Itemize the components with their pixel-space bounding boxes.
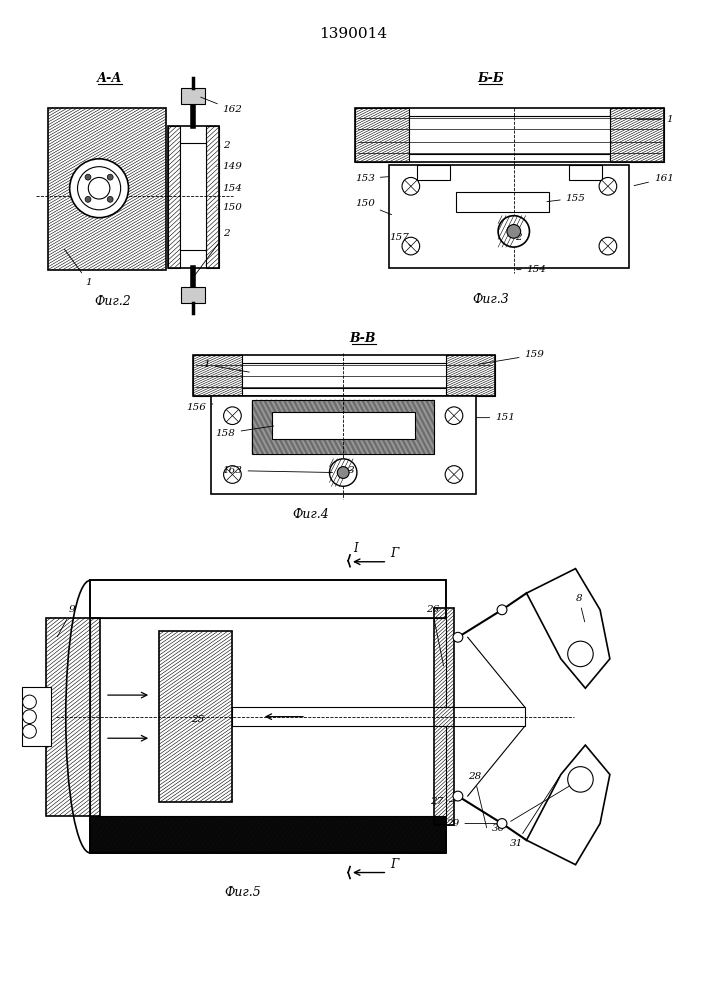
Text: 161: 161 [634,174,674,186]
Polygon shape [180,143,206,250]
Circle shape [223,407,241,425]
Text: 153: 153 [355,174,388,183]
Polygon shape [90,618,446,816]
Text: Фиг.3: Фиг.3 [472,293,508,306]
Circle shape [88,177,110,199]
Circle shape [70,159,129,218]
Polygon shape [409,116,610,154]
Text: 29: 29 [446,819,499,828]
Circle shape [498,216,530,247]
Circle shape [107,196,113,202]
Text: 2: 2 [195,229,229,275]
Circle shape [497,819,507,828]
Polygon shape [271,412,415,439]
Polygon shape [211,396,476,494]
Text: Фиг.2: Фиг.2 [95,295,132,308]
Circle shape [453,791,463,801]
Polygon shape [527,569,610,688]
Text: 159: 159 [479,350,544,364]
Polygon shape [456,192,549,212]
Text: 26: 26 [426,605,443,666]
Text: 30: 30 [492,781,578,833]
Circle shape [337,467,349,478]
Text: 154: 154 [217,184,243,193]
Circle shape [85,174,91,180]
Circle shape [445,466,463,483]
Text: 31: 31 [510,777,559,848]
Circle shape [23,710,36,724]
Text: 156: 156 [187,403,213,412]
Text: 155: 155 [547,194,585,203]
Text: 2: 2 [515,233,521,242]
Circle shape [107,174,113,180]
Text: 25: 25 [192,715,205,724]
Circle shape [568,641,593,667]
Circle shape [78,167,121,210]
Polygon shape [568,165,602,180]
Text: 2: 2 [218,141,229,150]
Text: Б-Б: Б-Б [477,72,503,85]
Circle shape [402,237,420,255]
Circle shape [23,725,36,738]
Text: 1390014: 1390014 [319,27,387,41]
Polygon shape [182,88,205,104]
Text: Фиг.4: Фиг.4 [293,508,329,521]
Circle shape [507,225,520,238]
Polygon shape [390,165,629,268]
Circle shape [445,407,463,425]
Text: 150: 150 [355,199,392,215]
Text: 9: 9 [57,605,76,637]
Text: Г: Г [390,858,399,871]
Polygon shape [22,687,51,746]
Circle shape [599,237,617,255]
Text: 154: 154 [517,265,547,274]
Polygon shape [527,745,610,865]
Circle shape [23,695,36,709]
Text: 157: 157 [390,233,411,246]
Polygon shape [182,287,205,303]
Text: 8: 8 [575,594,585,622]
Circle shape [223,466,241,483]
Text: 150: 150 [217,203,243,212]
Text: Фиг.5: Фиг.5 [224,886,261,899]
Text: 151: 151 [477,413,515,422]
Circle shape [85,196,91,202]
Text: А-А: А-А [97,72,122,85]
Text: Г: Г [390,547,399,560]
Text: I: I [353,542,358,555]
Text: В-В: В-В [349,332,376,345]
Text: 1: 1 [637,115,673,124]
Text: 28: 28 [468,772,486,828]
Circle shape [568,767,593,792]
Circle shape [402,177,420,195]
Text: 149: 149 [217,162,243,171]
Text: 27: 27 [431,797,455,806]
Circle shape [453,632,463,642]
Circle shape [329,459,357,486]
Polygon shape [233,707,525,726]
Circle shape [599,177,617,195]
Text: 158: 158 [216,426,274,438]
Polygon shape [416,165,450,180]
Text: 1: 1 [64,249,92,287]
Text: 3: 3 [348,466,355,475]
Polygon shape [243,363,446,388]
Text: 1: 1 [203,360,250,372]
Text: 162: 162 [201,97,243,114]
Text: 163: 163 [223,466,332,475]
Circle shape [497,605,507,615]
